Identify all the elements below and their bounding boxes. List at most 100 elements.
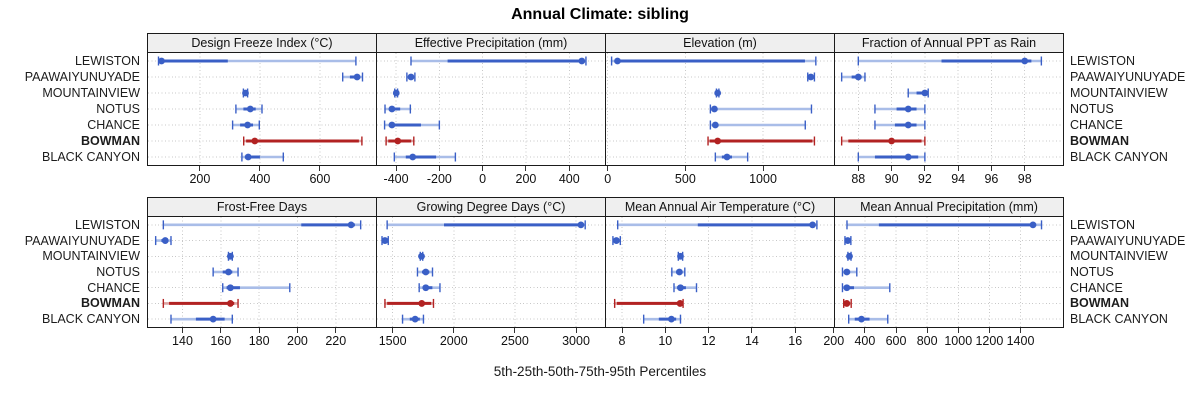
median-dot (843, 268, 851, 276)
median-dot (242, 89, 249, 97)
median-dot (577, 221, 585, 229)
panel-plot-area (147, 53, 377, 166)
panel-plot (377, 217, 605, 327)
median-dot (394, 137, 402, 145)
x-axis-caption: 5th-25th-50th-75th-95th Percentiles (493, 364, 707, 379)
median-dot (714, 137, 722, 145)
strip-label: Mean Annual Air Temperature (°C) (605, 197, 835, 217)
row-label-bowman: BOWMAN (1070, 134, 1130, 148)
median-dot (677, 284, 684, 292)
tick-label: 200 (823, 334, 845, 348)
panel-effective-precipitation-mm: Effective Precipitation (mm) -400 -200 0 200… (376, 33, 606, 198)
median-dot (904, 153, 912, 161)
tick-mark (568, 166, 570, 171)
tick-label: 200 (287, 334, 308, 348)
median-dot (407, 73, 415, 81)
row-label-chance: CHANCE (1070, 118, 1123, 132)
row-label-notus: NOTUS (96, 102, 140, 116)
row-label-notus: NOTUS (1070, 265, 1114, 280)
panel-plot-area (376, 53, 606, 166)
tick-mark (833, 328, 835, 333)
row-label-black-canyon: BLACK CANYON (42, 312, 140, 327)
tick-mark (482, 166, 484, 171)
tick-mark (335, 328, 337, 333)
tick-label: 88 (851, 172, 866, 186)
panel-plot (835, 217, 1063, 327)
row-label-mountainview: MOUNTAINVIEW (1070, 86, 1168, 100)
tick-mark (258, 328, 260, 333)
tick-label: 1000 (749, 172, 777, 186)
tick-mark (525, 166, 527, 171)
tick-mark (864, 328, 866, 333)
median-dot (723, 153, 731, 161)
tick-label: 600 (309, 172, 331, 186)
median-dot (676, 300, 684, 307)
strip-label: Fraction of Annual PPT as Rain (834, 33, 1064, 53)
tick-mark (926, 328, 928, 333)
row-label-paawaiyunuyade: PAAWAIYUNUYADE (1070, 233, 1186, 248)
median-dot (1021, 57, 1029, 65)
row-labels-right: LEWISTON PAAWAIYUNUYADE MOUNTAINVIEW NOTUS C… (1064, 53, 1200, 165)
tick-mark (957, 328, 959, 333)
tick-mark (259, 166, 261, 171)
median-dot (226, 300, 234, 307)
median-dot (388, 121, 396, 129)
panel-plot-area (834, 217, 1064, 328)
median-dot (1029, 221, 1037, 229)
strip-label: Growing Degree Days (°C) (376, 197, 606, 217)
tick-mark (220, 328, 222, 333)
median-dot (921, 89, 929, 97)
median-dot (904, 105, 912, 113)
row-label-paawaiyunuyade: PAAWAIYUNUYADE (24, 233, 140, 248)
row-label-chance: CHANCE (87, 280, 140, 295)
median-dot (388, 105, 396, 113)
tick-label: 2500 (500, 334, 529, 348)
median-dot (846, 252, 853, 260)
tick-label: 94 (951, 172, 966, 186)
row-label-lewiston: LEWISTON (74, 217, 140, 232)
tick-label: 16 (788, 334, 803, 348)
tick-mark (957, 166, 959, 171)
median-dot (578, 57, 586, 65)
tick-label: 0 (604, 172, 612, 186)
row-label-mountainview: MOUNTAINVIEW (42, 249, 140, 264)
tick-label: 12 (701, 334, 716, 348)
row-labels-right: LEWISTON PAAWAIYUNUYADE MOUNTAINVIEW NOTUS C… (1064, 217, 1200, 327)
median-dot (677, 252, 684, 260)
median-dot (409, 153, 417, 161)
row-label-notus: NOTUS (1070, 102, 1114, 116)
tick-mark (891, 166, 893, 171)
median-dot (226, 252, 234, 260)
median-dot (854, 73, 862, 81)
tick-label: 14 (744, 334, 759, 348)
x-axis: 1500 2000 2500 3000 (376, 328, 606, 358)
row-label-black-canyon: BLACK CANYON (1070, 312, 1168, 327)
median-dot (209, 315, 217, 323)
x-axis: 200 400 600 (147, 166, 377, 198)
x-axis: 0 500 1000 (604, 166, 835, 198)
tick-label: 200 (515, 172, 537, 186)
tick-label: 92 (917, 172, 932, 186)
strip-label: Effective Precipitation (mm) (376, 33, 606, 53)
row-label-paawaiyunuyade: PAAWAIYUNUYADE (24, 70, 140, 84)
panel-plot (148, 217, 376, 327)
tick-mark (392, 328, 394, 333)
row-labels-left: LEWISTON PAAWAIYUNUYADE MOUNTAINVIEW NOTUS C… (0, 53, 147, 165)
x-axis: 8 10 12 14 16 (605, 328, 835, 358)
median-dot (347, 221, 355, 229)
median-dot (422, 268, 430, 276)
tick-label: 0 (479, 172, 487, 186)
panel-row-1: LEWISTON PAAWAIYUNUYADE MOUNTAINVIEW NOTUS C… (0, 33, 1200, 198)
x-axis: 200 400 600 800 1000 1200 1400 (823, 328, 1064, 358)
row-label-lewiston: LEWISTON (1070, 217, 1136, 232)
median-dot (418, 300, 426, 307)
median-dot (858, 315, 865, 323)
median-dot (244, 121, 251, 129)
panel-plot (148, 53, 376, 165)
row-label-chance: CHANCE (87, 118, 140, 132)
median-dot (807, 73, 815, 81)
median-dot (904, 121, 912, 129)
chart-title: Annual Climate: sibling (511, 6, 689, 23)
tick-label: 400 (854, 334, 876, 348)
